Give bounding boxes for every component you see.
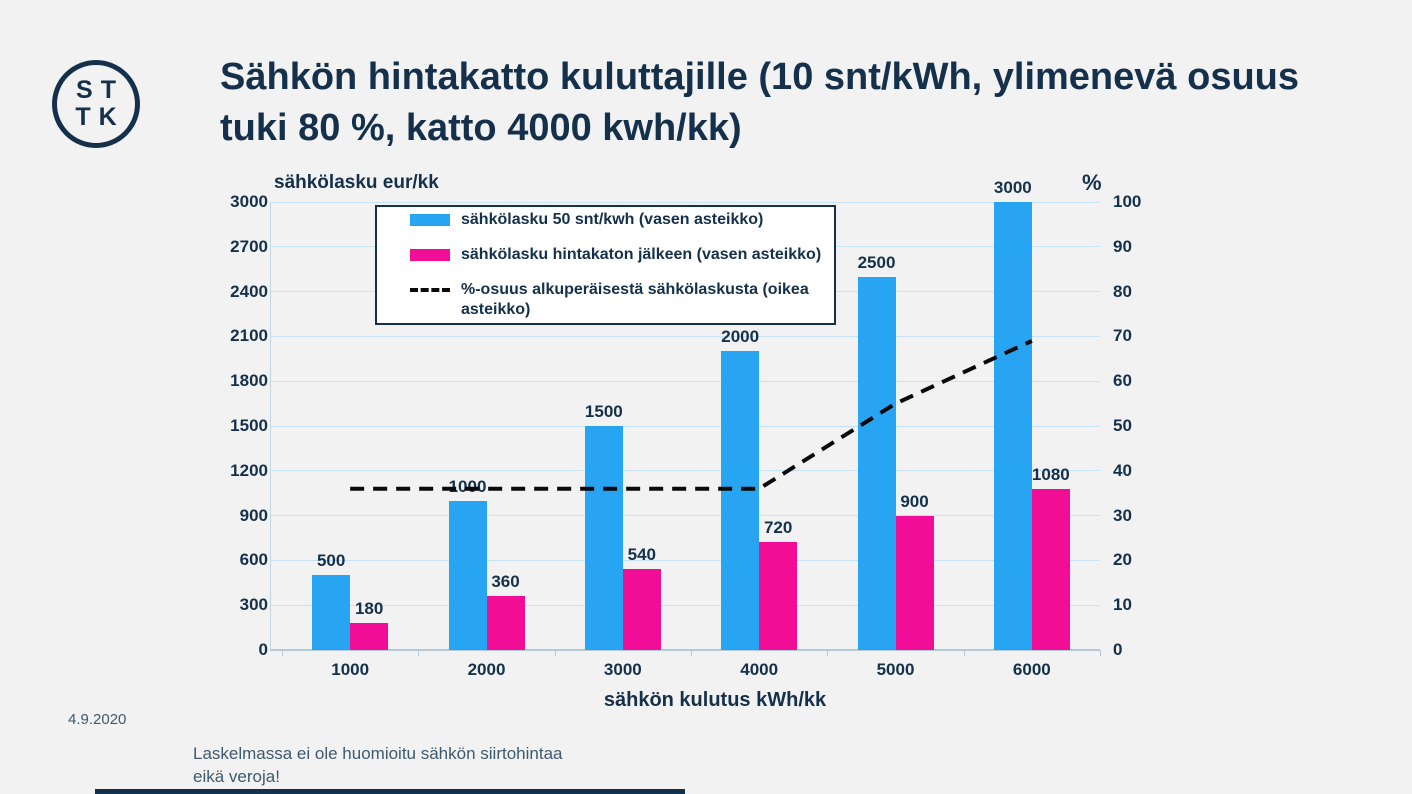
x-axis-tick-label: 3000 (603, 660, 642, 679)
bar-capped-bill (759, 542, 798, 650)
bar-original-bill (312, 575, 351, 650)
legend-label: sähkölasku 50 snt/kwh (vasen asteikko) (461, 211, 764, 228)
bar-original-bill (584, 426, 623, 650)
footnote-line1: Laskelmassa ei ole huomioitu sähkön siir… (193, 744, 563, 763)
legend-item-original-bill: sähkölasku 50 snt/kwh (vasen asteikko) (410, 210, 824, 230)
right-axis-tick-label: 50 (1113, 416, 1132, 435)
logo-text-row1: ST (76, 76, 124, 104)
bar-value-label: 1080 (1031, 464, 1070, 484)
x-axis-line (270, 649, 1100, 651)
left-axis-tick-label: 600 (239, 550, 268, 570)
y-gridline (270, 380, 1100, 382)
bar-value-label: 180 (354, 599, 384, 619)
y-gridline (270, 335, 1100, 337)
y-gridline (270, 559, 1100, 561)
percent-share-polyline (350, 339, 1033, 491)
legend-swatch-dashed-line (410, 288, 450, 292)
x-axis-tick (963, 650, 965, 656)
left-axis-tick-label: 1200 (230, 460, 268, 480)
bar-original-bill (993, 202, 1032, 650)
bar-capped-bill (350, 623, 389, 650)
legend-label: %-osuus alkuperäisestä sähkölaskusta (oi… (461, 281, 809, 318)
bar-value-label: 540 (627, 545, 657, 565)
bar-value-label: 2500 (857, 252, 896, 272)
bar-value-label: 2000 (721, 327, 760, 347)
left-axis-tick-label: 2700 (230, 236, 268, 256)
bar-value-label: 1500 (584, 402, 623, 421)
y-gridline (270, 515, 1100, 517)
x-axis-tick (691, 650, 692, 656)
right-axis-tick-label: 70 (1113, 326, 1132, 346)
left-axis-tick-label: 0 (258, 640, 268, 659)
x-axis-tick (554, 650, 556, 656)
y-gridline (270, 604, 1100, 606)
legend-item-percent-share: %-osuus alkuperäisestä sähkölaskusta (oi… (410, 280, 824, 320)
bar-capped-bill (486, 596, 525, 650)
bar-value-label: 3000 (993, 178, 1032, 197)
bar-value-label: 360 (491, 572, 520, 592)
x-axis-tick (827, 650, 829, 656)
right-axis-tick-label: 60 (1113, 371, 1132, 391)
x-axis-tick (418, 650, 420, 656)
footnote-line2: eikä veroja! (193, 767, 280, 786)
bar-capped-bill (895, 515, 934, 650)
logo-text-row2: TK (75, 103, 125, 131)
legend-swatch-blue (410, 214, 450, 226)
bar-value-label: 720 (763, 518, 793, 538)
sttk-logo: ST TK (52, 60, 140, 148)
left-axis-tick-label: 900 (239, 505, 268, 525)
footer-accent-bar (95, 789, 685, 794)
right-axis-title: % (1082, 170, 1102, 195)
right-axis-tick-label: 10 (1113, 595, 1132, 615)
right-axis-tick-label: 90 (1113, 236, 1132, 256)
bar-original-bill (448, 500, 487, 650)
slide-date: 4.9.2020 (68, 711, 127, 728)
left-axis-tick-label: 1800 (230, 371, 268, 391)
legend-swatch-pink (410, 249, 450, 261)
left-axis-tick-label: 1500 (230, 416, 268, 435)
left-axis-tick-label: 300 (239, 595, 268, 615)
slide-title: Sähkön hintakatto kuluttajille (10 snt/k… (220, 56, 1300, 149)
y-gridline (270, 201, 1100, 203)
bar-capped-bill (622, 569, 661, 650)
bar-value-label: 500 (316, 551, 346, 571)
x-axis-tick-label: 5000 (876, 660, 915, 679)
bar-original-bill (857, 276, 896, 650)
right-axis-tick-label: 100 (1113, 192, 1142, 211)
bar-original-bill (721, 351, 760, 650)
chart-legend: sähkölasku 50 snt/kwh (vasen asteikko) s… (375, 205, 836, 325)
x-axis-tick (1100, 650, 1101, 656)
x-axis-title: sähkön kulutus kWh/kk (603, 689, 827, 711)
chart-plot-area: 0 0 300 10 600 20 900 30 1200 40 1500 50 1800 60 2100 7… (230, 178, 1141, 679)
bar-value-label: 1000 (448, 476, 487, 496)
right-axis-tick-label: 0 (1113, 640, 1123, 659)
bar-value-label: 900 (900, 491, 929, 511)
bar-capped-bill (1031, 488, 1070, 650)
x-axis-tick-label: 6000 (1012, 660, 1051, 679)
left-axis-tick-label: 2400 (230, 281, 268, 301)
x-axis-tick-label: 2000 (467, 660, 506, 679)
right-axis-tick-label: 40 (1113, 460, 1132, 480)
y-axis-line (270, 202, 271, 650)
x-axis-tick (282, 650, 283, 656)
legend-item-capped-bill: sähkölasku hintakaton jälkeen (vasen ast… (410, 245, 824, 265)
right-axis-tick-label: 80 (1113, 281, 1132, 301)
right-axis-tick-label: 20 (1113, 550, 1132, 570)
right-axis-tick-label: 30 (1113, 505, 1132, 525)
left-axis-tick-label: 2100 (230, 326, 268, 346)
y-gridline (270, 470, 1100, 472)
left-axis-title: sähkölasku eur/kk (274, 172, 439, 193)
footnote: Laskelmassa ei ole huomioitu sähkön siir… (193, 742, 562, 788)
y-gridline (270, 425, 1100, 427)
left-axis-tick-label: 3000 (230, 192, 268, 211)
x-axis-tick-label: 4000 (740, 660, 779, 679)
legend-label: sähkölasku hintakaton jälkeen (vasen ast… (461, 246, 822, 263)
x-axis-tick-label: 1000 (331, 660, 370, 679)
